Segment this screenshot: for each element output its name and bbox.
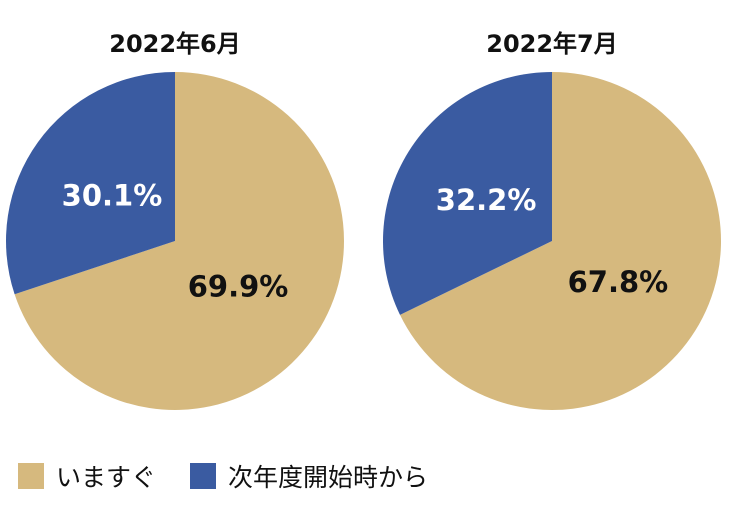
slice-july-jinendo: [383, 72, 552, 315]
legend: いますぐ 次年度開始時から: [18, 456, 462, 496]
legend-swatch-jinendo: [190, 463, 217, 489]
chart-title-june: 2022年6月: [109, 30, 241, 58]
legend-label-jinendo: 次年度開始時から: [228, 463, 429, 492]
slice-label-july-imasugu: 67.8%: [568, 265, 669, 299]
chart-title-july: 2022年7月: [486, 30, 618, 58]
slice-july-imasugu: [400, 72, 722, 410]
pie-chart-july: 2022年7月 67.8% 32.2%: [383, 30, 722, 410]
slice-june-imasugu: [14, 72, 344, 411]
slice-label-july-jinendo: 32.2%: [436, 183, 537, 217]
pie-charts-svg: 2022年6月 69.9% 30.1% 2022年7月 67.8% 32.2%: [5, 30, 722, 411]
legend-item-imasugu: いますぐ: [18, 458, 156, 494]
legend-item-jinendo: 次年度開始時から: [190, 458, 428, 494]
legend-label-imasugu: いますぐ: [56, 463, 157, 492]
slice-label-june-imasugu: 69.9%: [188, 269, 289, 303]
legend-swatch-imasugu: [18, 463, 44, 489]
slice-june-jinendo: [5, 72, 175, 295]
pie-chart-june: 2022年6月 69.9% 30.1%: [5, 30, 344, 411]
slice-label-june-jinendo: 30.1%: [62, 179, 163, 213]
